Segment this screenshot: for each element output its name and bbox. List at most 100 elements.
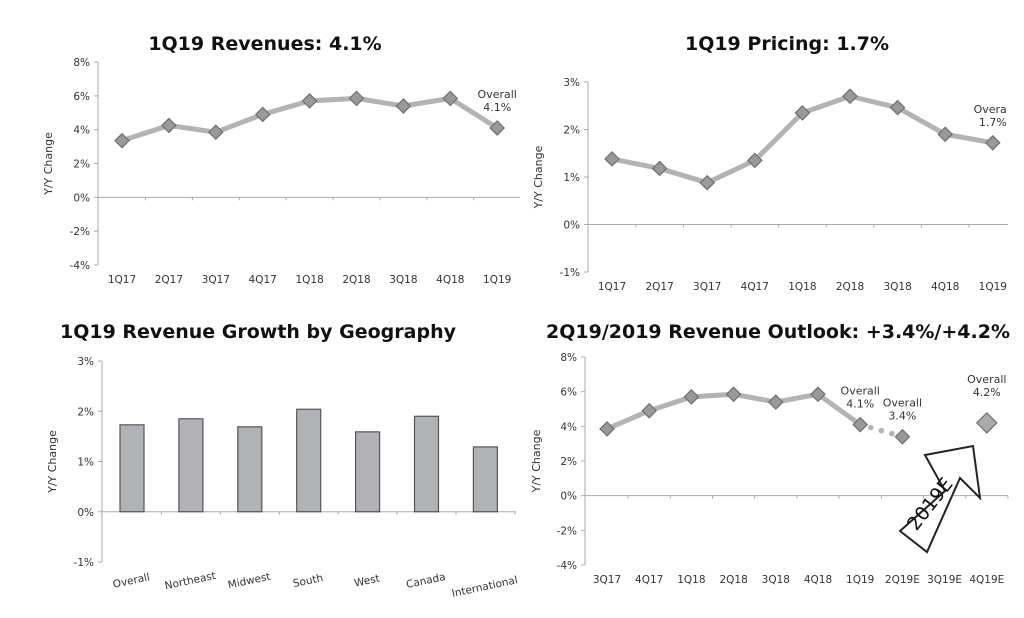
outlook-y-axis-label: Y/Y Change: [530, 429, 543, 493]
geography-y-axis-label: Y/Y Change: [46, 430, 59, 494]
pricing-y-tick-label: 3%: [563, 77, 580, 89]
outlook-y-tick-label: 2%: [560, 456, 577, 468]
outlook-point-marker: [683, 389, 700, 405]
outlook-chart-title: 2Q19/2019 Revenue Outlook: +3.4%/+4.2%: [546, 321, 1010, 343]
revenues-annotation: 4.1%: [483, 101, 511, 114]
outlook-y-tick-label: 4%: [560, 421, 577, 433]
pricing-point-marker: [699, 174, 716, 191]
revenues-point-marker: [489, 120, 506, 136]
revenues-x-tick-label: 1Q18: [295, 274, 323, 286]
outlook-chart: 2Q19/2019 Revenue Outlook: +3.4%/+4.2% 8…: [530, 321, 1010, 586]
outlook-estimate-dot: [889, 430, 895, 437]
pricing-x-tick-label: 1Q19: [979, 281, 1007, 293]
geography-x-tick-label: Canada: [405, 571, 447, 591]
revenues-chart: 1Q19 Revenues: 4.1% 8% 6% 4% 2% 0% -2% -4% Y/Y …: [42, 33, 520, 286]
outlook-x-tick-label: 2Q19E: [885, 574, 920, 586]
geography-y-tick-label: 1%: [77, 457, 94, 469]
revenues-y-tick-label: 8%: [73, 57, 90, 69]
outlook-arrow-icon: [898, 444, 982, 554]
pricing-y-tick-label: 1%: [563, 172, 580, 184]
pricing-x-tick-label: 2Q18: [836, 281, 864, 293]
geography-bar-northeast: [178, 418, 204, 513]
outlook-y-tick-label: -4%: [557, 560, 577, 572]
pricing-x-tick-label: 2Q17: [645, 281, 673, 293]
revenues-point-marker: [254, 106, 271, 123]
outlook-point-marker: [599, 421, 615, 437]
revenues-point-marker: [442, 90, 459, 107]
revenues-x-tick-label: 4Q17: [249, 274, 277, 286]
pricing-annotation: Overa: [974, 103, 1007, 116]
outlook-x-tick-label: 4Q18: [804, 574, 832, 586]
pricing-point-marker: [604, 151, 620, 167]
revenues-chart-title: 1Q19 Revenues: 4.1%: [148, 33, 381, 55]
revenues-point-marker: [114, 132, 130, 149]
outlook-annotation: Overall: [841, 385, 880, 398]
geography-bar-midwest: [237, 426, 263, 513]
geography-bar-international: [472, 446, 498, 513]
pricing-annotation: 1.7%: [979, 116, 1007, 129]
outlook-x-tick-label: 4Q17: [635, 574, 663, 586]
geography-x-tick-label: Midwest: [227, 571, 272, 592]
pricing-y-tick-label: 2%: [563, 125, 580, 137]
revenues-x-tick-label: 1Q17: [108, 274, 136, 286]
pricing-x-tick-label: 1Q18: [788, 281, 816, 293]
geography-x-tick-label: Northeast: [164, 570, 217, 593]
outlook-estimate-dot: [878, 427, 885, 434]
outlook-x-tick-label: 4Q19E: [969, 574, 1004, 586]
pricing-point-marker: [794, 105, 811, 121]
revenues-annotation: Overall: [478, 88, 517, 101]
outlook-y-tick-label: -2%: [557, 525, 577, 537]
revenues-point-marker: [395, 98, 412, 114]
outlook-x-tick-label: 3Q19E: [927, 574, 962, 586]
outlook-y-tick-label: 6%: [560, 387, 577, 399]
pricing-y-tick-label: 0%: [563, 220, 580, 232]
outlook-point-marker: [810, 386, 826, 403]
geography-chart: 1Q19 Revenue Growth by Geography 3% 2% 1% 0…: [46, 321, 519, 600]
pricing-point-marker: [746, 152, 763, 169]
geography-y-tick-label: 3%: [77, 356, 94, 368]
revenues-point-marker: [348, 90, 365, 107]
geography-x-tick-label: Overall: [112, 571, 151, 591]
outlook-x-tick-label: 1Q19: [846, 574, 874, 586]
outlook-x-tick-label: 3Q18: [762, 574, 790, 586]
revenues-x-tick-label: 4Q18: [436, 274, 464, 286]
outlook-annotation: Overall: [967, 373, 1006, 386]
geography-x-tick-label: International: [451, 574, 519, 600]
pricing-x-tick-label: 3Q17: [693, 281, 721, 293]
pricing-point-marker: [889, 99, 906, 116]
revenues-point-marker: [161, 117, 177, 134]
outlook-estimate-dot: [867, 424, 874, 431]
outlook-x-tick-label: 1Q18: [677, 574, 705, 586]
pricing-point-marker: [651, 160, 668, 177]
pricing-point-marker: [937, 126, 954, 143]
revenues-y-tick-label: 0%: [73, 192, 90, 204]
geography-x-tick-label: South: [292, 572, 324, 590]
geography-y-tick-label: 2%: [77, 406, 94, 418]
pricing-y-tick-label: -1%: [560, 267, 580, 279]
pricing-chart: 1Q19 Pricing: 1.7% 3% 2% 1% 0% -1% Y/Y Change…: [532, 33, 1008, 293]
revenues-y-tick-label: -2%: [70, 226, 90, 238]
geography-y-tick-label: -1%: [74, 557, 94, 569]
pricing-chart-title: 1Q19 Pricing: 1.7%: [685, 33, 889, 55]
outlook-point-marker: [725, 386, 742, 403]
geography-y-tick-label: 0%: [77, 507, 94, 519]
revenues-x-tick-label: 3Q17: [202, 274, 230, 286]
revenues-y-axis-label: Y/Y Change: [42, 132, 55, 196]
outlook-annotation: 4.2%: [973, 386, 1001, 399]
revenues-y-tick-label: -4%: [70, 260, 90, 272]
geography-bar-west: [355, 431, 381, 513]
pricing-point-marker: [842, 88, 858, 105]
outlook-y-tick-label: 0%: [560, 491, 577, 503]
outlook-annotation: 3.4%: [888, 410, 916, 423]
geography-x-tick-label: West: [353, 573, 381, 590]
pricing-y-axis-label: Y/Y Change: [532, 145, 545, 209]
outlook-estimate-marker-4q19e: [975, 412, 998, 434]
revenues-y-tick-label: 6%: [73, 91, 90, 103]
outlook-y-tick-label: 8%: [560, 352, 577, 364]
geography-bar-south: [296, 408, 322, 513]
geography-chart-title: 1Q19 Revenue Growth by Geography: [60, 321, 457, 343]
revenues-point-marker: [301, 93, 318, 109]
pricing-x-tick-label: 1Q17: [598, 281, 626, 293]
outlook-x-tick-label: 2Q18: [719, 574, 747, 586]
